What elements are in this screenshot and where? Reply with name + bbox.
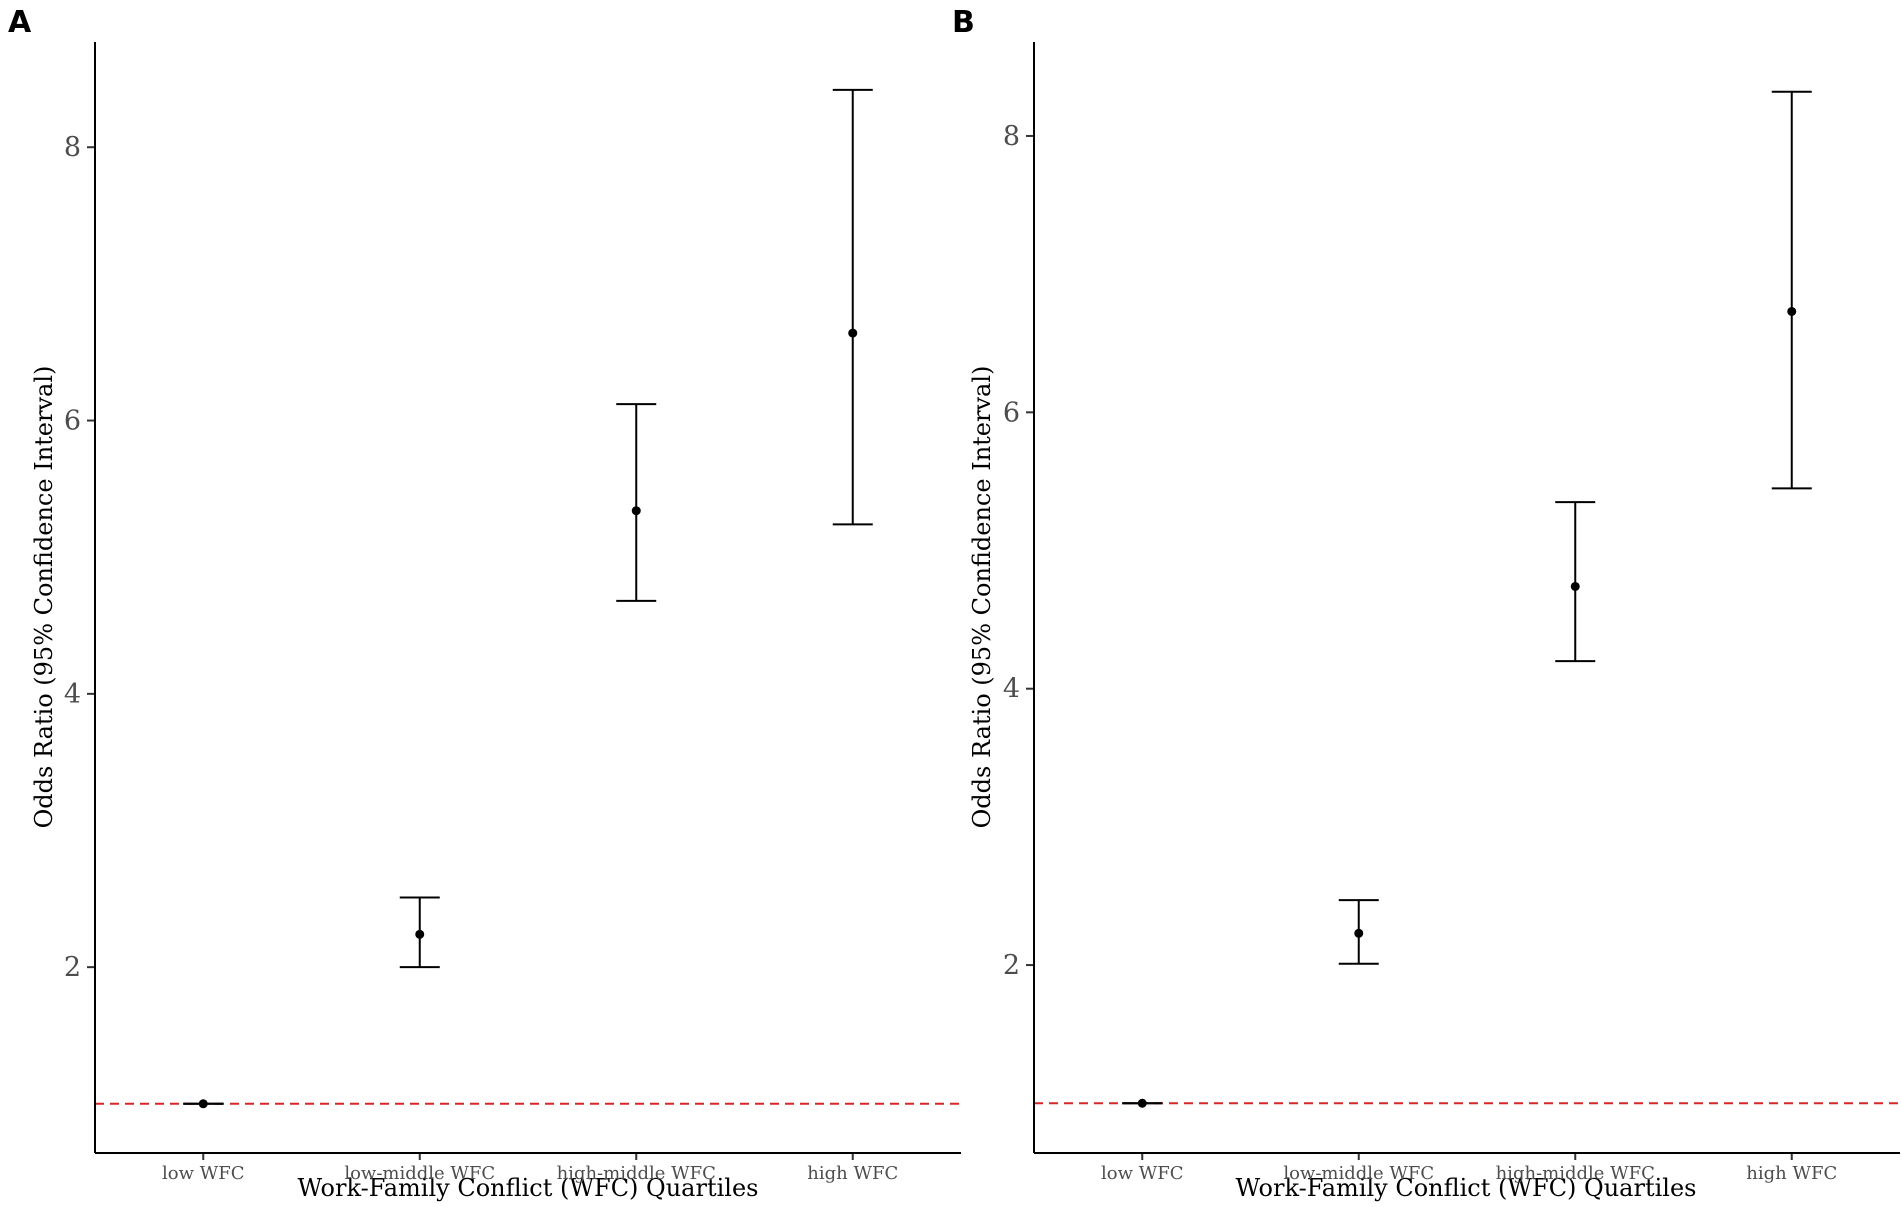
data-point [631,506,641,516]
data-point [198,1099,208,1109]
y-tick-label: 4 [1003,674,1020,705]
x-tick-label: high WFC [807,1163,898,1184]
y-tick-label: 2 [1003,950,1020,981]
panel-a: A Odds Ratio (95% Confidence Interval) W… [8,5,961,1202]
y-axis-title: Odds Ratio (95% Confidence Interval) [30,366,58,829]
data-point [415,929,425,939]
y-tick-label: 8 [64,132,81,163]
y-tick-label: 2 [64,952,81,983]
x-tick-label: low-middle WFC [1283,1163,1434,1184]
data-point [1354,928,1364,938]
x-tick-label: high-middle WFC [1496,1163,1655,1184]
data-point [848,328,858,338]
x-axis-title: Work-Family Conflict (WFC) Quartiles [298,1174,759,1202]
panel-letter: A [8,5,32,40]
y-axis-title: Odds Ratio (95% Confidence Interval) [968,366,996,829]
y-tick-label: 4 [64,679,81,710]
x-tick-label: high-middle WFC [557,1163,716,1184]
x-tick-label: low WFC [162,1163,245,1184]
panel-letter: B [952,5,975,40]
x-tick-label: low-middle WFC [344,1163,495,1184]
y-tick-label: 8 [1003,121,1020,152]
x-tick-label: high WFC [1746,1163,1837,1184]
chart-marks: 2 4 6 8 low WFC low-middle WFC high-middle WFC… [1003,90,1900,1184]
y-tick-label: 6 [64,406,81,437]
data-point [1137,1098,1147,1108]
data-point [1570,581,1580,591]
panel-b: B Odds Ratio (95% Confidence Interval) W… [952,5,1900,1202]
chart-marks: 2 4 6 8 low WFC low-middle WFC high-middle WFC… [64,88,961,1184]
y-tick-label: 6 [1003,397,1020,428]
x-tick-label: low WFC [1101,1163,1184,1184]
data-point [1787,306,1797,316]
x-axis-title: Work-Family Conflict (WFC) Quartiles [1236,1174,1697,1202]
